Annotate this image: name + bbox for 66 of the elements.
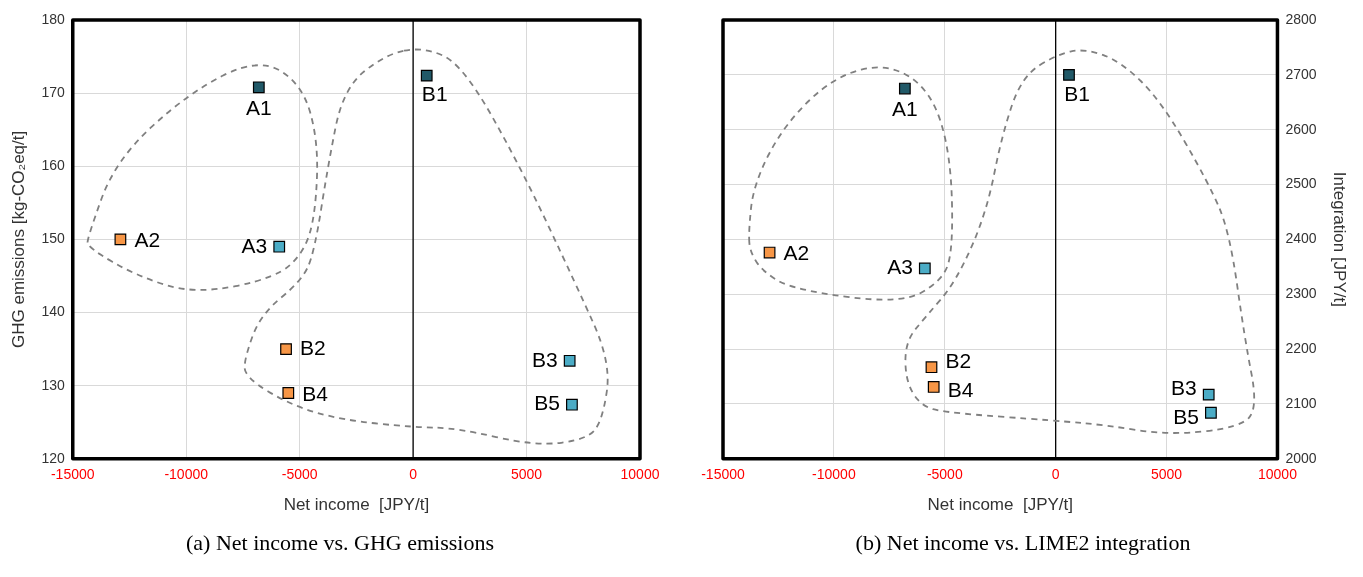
annotation: B1	[421, 82, 448, 106]
annotation: A1	[892, 97, 918, 121]
point	[918, 262, 931, 275]
annotation: B5	[1173, 404, 1199, 428]
annotation: B4	[302, 381, 329, 405]
y-tick-label: 2200	[1285, 339, 1317, 356]
y-tick-label: 2800	[1285, 10, 1317, 27]
text: (b) Net income vs. LIME2 integration	[854, 530, 1192, 556]
annotation: A3	[241, 233, 268, 257]
x-tick-label: -5000	[281, 466, 318, 483]
y-tick-label: 2000	[1285, 449, 1317, 466]
x-axis-title: Net income [JPY/t]	[927, 495, 1073, 515]
point	[925, 361, 938, 374]
annotation: A3	[887, 255, 913, 279]
y-tick-label: 2600	[1285, 120, 1317, 137]
point	[927, 381, 940, 393]
point	[420, 69, 433, 82]
y-tick-label: 2700	[1285, 65, 1317, 82]
x-tick-label: 10000	[620, 466, 660, 483]
x-tick-label: 0	[409, 466, 418, 483]
annotation: B4	[947, 377, 974, 401]
annotation: B1	[1064, 81, 1090, 105]
point	[763, 246, 776, 259]
x-tick-label: 0	[1051, 466, 1060, 483]
y-tick-label: 2300	[1285, 285, 1317, 302]
annotation: A2	[783, 241, 810, 265]
point	[1063, 68, 1075, 81]
y-tick-label: 2100	[1285, 394, 1317, 411]
y-axis-title: Integration [JPY/t]	[1330, 171, 1350, 307]
y-tick-label: 120	[41, 449, 65, 466]
x-tick-label: -10000	[812, 466, 856, 483]
y-tick-label: 150	[41, 230, 65, 247]
x-axis-title: Net income [JPY/t]	[283, 495, 430, 515]
y-tick-label: 170	[41, 83, 65, 100]
point	[563, 354, 576, 367]
point	[280, 343, 292, 355]
x-tick-label: 5000	[1150, 466, 1183, 483]
x-tick-label: 10000	[1257, 466, 1298, 483]
annotation: A1	[245, 96, 272, 120]
point	[114, 233, 127, 246]
annotation: B3	[1171, 376, 1197, 400]
point	[1202, 388, 1215, 401]
annotation: A2	[134, 228, 161, 252]
point	[566, 398, 578, 411]
annotation: B2	[945, 349, 972, 372]
x-tick-label: -5000	[926, 466, 963, 483]
point	[898, 82, 911, 95]
y-tick-label: 130	[41, 376, 65, 393]
x-tick-label: -15000	[701, 466, 746, 483]
text: (a) Net income vs. GHG emissions	[185, 530, 495, 556]
y-tick-label: 160	[41, 157, 65, 174]
x-tick-label: -15000	[50, 466, 95, 483]
point	[282, 387, 295, 399]
x-tick-label: -10000	[164, 466, 209, 483]
y-tick-label: 140	[41, 303, 65, 320]
annotation: B2	[300, 335, 326, 359]
y-axis-title: GHG emissions [kg-CO₂eq/t]	[8, 130, 28, 349]
point	[252, 81, 265, 94]
annotation: B3	[531, 347, 558, 371]
y-tick-label: 2500	[1285, 175, 1317, 192]
point	[273, 240, 286, 253]
point	[1205, 406, 1217, 419]
annotation: B5	[534, 391, 560, 415]
y-tick-label: 2400	[1285, 230, 1317, 247]
x-tick-label: 5000	[510, 466, 543, 483]
y-tick-label: 180	[41, 10, 65, 27]
